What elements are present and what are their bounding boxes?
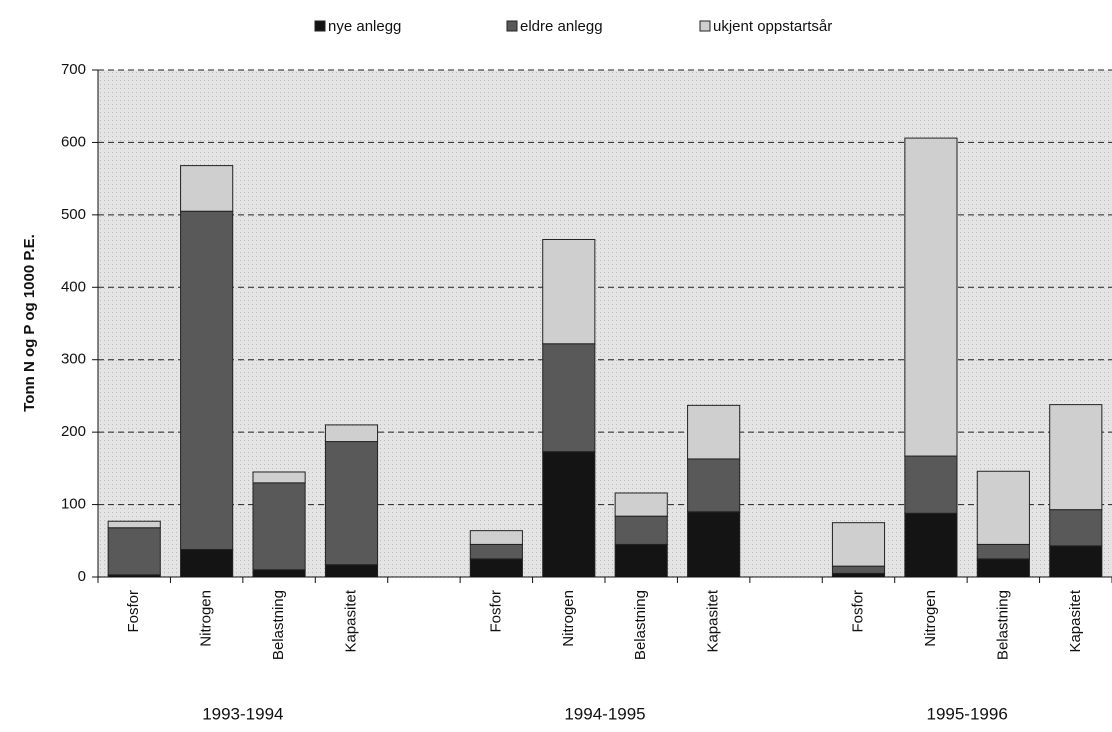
bar-segment (107, 520, 161, 529)
bar-segment (831, 565, 886, 574)
legend-swatch (699, 20, 711, 32)
bar-segment (252, 471, 306, 484)
bar-segment (252, 569, 306, 578)
y-tick-label: 700 (61, 61, 86, 78)
x-tick-label: Kapasitet (1067, 589, 1084, 652)
bar-segment (180, 165, 234, 212)
legend-label: eldre anlegg (520, 18, 603, 35)
y-tick-label: 500 (61, 206, 86, 223)
x-tick-label: Kapasitet (342, 589, 359, 652)
bar-segment (324, 441, 379, 566)
bar-segment (904, 512, 958, 578)
bar-segment (687, 511, 741, 578)
bar-segment (976, 558, 1030, 578)
bar-segment (831, 522, 886, 567)
bar-segment (1049, 545, 1103, 578)
y-axis-title: Tonn N og P og 1000 P.E. (21, 234, 38, 412)
x-tick-label: Fosfor (849, 590, 866, 633)
bar-segment (614, 515, 668, 545)
bar-segment (976, 543, 1030, 560)
y-tick-label: 300 (61, 351, 86, 368)
x-tick-label: Kapasitet (705, 589, 722, 652)
bar-segment (180, 210, 234, 550)
y-tick-label: 400 (61, 278, 86, 295)
bar-segment (614, 492, 668, 517)
y-tick-label: 0 (78, 568, 86, 585)
x-tick-label: Nitrogen (560, 590, 577, 647)
x-tick-label: Nitrogen (198, 590, 215, 647)
y-tick-label: 100 (61, 496, 86, 513)
legend-swatch (314, 20, 326, 32)
bar-segment (687, 458, 741, 513)
x-tick-label: Belastning (270, 590, 287, 660)
bar-segment (904, 455, 958, 514)
y-tick-label: 600 (61, 133, 86, 150)
x-tick-label: Fosfor (125, 590, 142, 633)
group-label: 1993-1994 (202, 704, 283, 723)
bar-segment (1049, 404, 1103, 511)
bar-segment (324, 424, 379, 443)
bar-segment (542, 343, 596, 453)
group-label: 1995-1996 (926, 704, 1007, 723)
bar-segment (904, 137, 958, 457)
bar-segment (469, 543, 523, 560)
x-tick-label: Belastning (994, 590, 1011, 660)
x-tick-label: Belastning (632, 590, 649, 660)
x-tick-label: Nitrogen (922, 590, 939, 647)
bar-segment (180, 548, 234, 578)
y-tick-label: 200 (61, 423, 86, 440)
legend-label: ukjent oppstartsår (713, 18, 832, 35)
bar-segment (469, 558, 523, 578)
x-tick-label: Fosfor (487, 590, 504, 633)
bar-segment (831, 572, 886, 578)
bar-segment (542, 451, 596, 578)
legend-swatch (506, 20, 518, 32)
bar-segment (687, 404, 741, 460)
bar-segment (614, 543, 668, 578)
bar-segment (107, 527, 161, 576)
legend-label: nye anlegg (328, 18, 401, 35)
bar-segment (324, 564, 379, 578)
bar-segment (542, 238, 596, 345)
bar-segment (252, 482, 306, 571)
group-label: 1994-1995 (564, 704, 645, 723)
bar-segment (1049, 509, 1103, 547)
plot-area (98, 70, 1112, 577)
bar-segment (976, 470, 1030, 545)
bar-segment (469, 530, 523, 545)
